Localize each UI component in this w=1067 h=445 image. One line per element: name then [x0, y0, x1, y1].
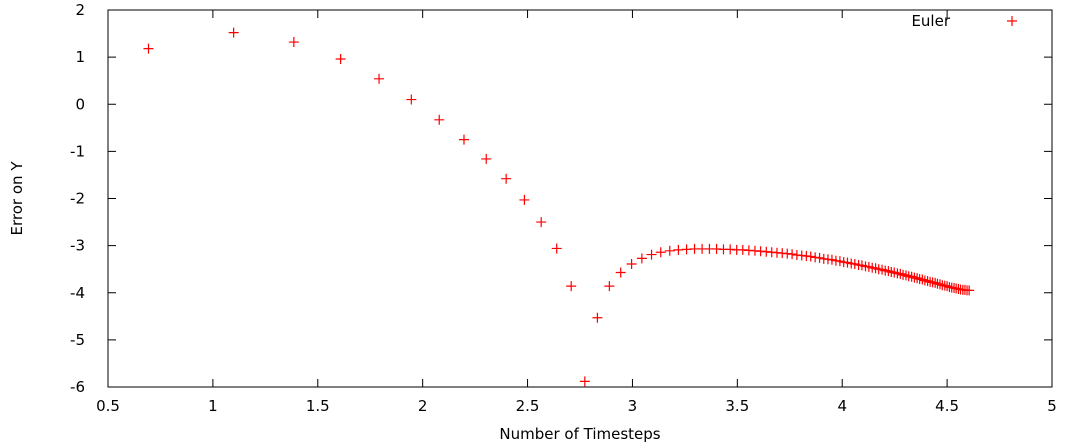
data-point	[942, 281, 953, 292]
y-tick-label: 2	[75, 1, 85, 19]
data-point	[592, 312, 603, 323]
y-axis-label: Error on Y	[8, 161, 26, 236]
x-axis: 0.5 1 1.5 2 2.5 3 3.5 4 4.5 5	[96, 10, 1057, 415]
y-tick-label: -1	[70, 142, 85, 160]
data-point	[519, 194, 530, 205]
x-tick-label: 4.5	[935, 397, 959, 415]
y-tick-label: -2	[70, 190, 85, 208]
data-point	[895, 268, 906, 279]
y-tick-label: -6	[70, 378, 85, 396]
data-point	[374, 73, 385, 84]
x-tick-label: 1.5	[306, 397, 330, 415]
x-tick-label: 5	[1047, 397, 1057, 415]
data-point	[922, 275, 933, 286]
data-point	[934, 279, 945, 290]
data-point	[604, 281, 615, 292]
data-point	[964, 285, 975, 296]
data-point	[826, 254, 837, 265]
y-tick-label: -3	[70, 237, 85, 255]
data-point	[406, 94, 417, 105]
legend-label: Euler	[911, 12, 950, 30]
data-point	[228, 27, 239, 38]
data-point	[900, 270, 911, 281]
plot-frame	[107, 9, 1053, 388]
data-point	[805, 251, 816, 262]
data-point	[626, 259, 637, 270]
data-point	[664, 245, 675, 256]
legend-marker	[1007, 16, 1017, 26]
data-point	[501, 173, 512, 184]
data-point	[288, 37, 299, 48]
x-tick-label: 3.5	[725, 397, 749, 415]
x-tick-label: 2	[418, 397, 428, 415]
y-axis: 2 1 0 -1 -2 -3 -4 -5 -6	[70, 1, 1052, 396]
legend: Euler	[911, 12, 1017, 30]
data-series	[143, 27, 975, 387]
data-point	[814, 252, 825, 263]
data-point	[917, 274, 928, 285]
x-tick-label: 3	[628, 397, 638, 415]
data-point	[787, 249, 798, 260]
data-point	[912, 273, 923, 284]
data-point	[579, 376, 590, 387]
y-tick-label: 1	[75, 48, 85, 66]
x-tick-label: 4	[837, 397, 847, 415]
data-point	[143, 43, 154, 54]
data-point	[458, 134, 469, 145]
data-point	[566, 281, 577, 292]
x-tick-label: 0.5	[96, 397, 120, 415]
y-tick-label: -5	[70, 331, 85, 349]
data-point	[636, 253, 647, 264]
data-point	[536, 217, 547, 228]
data-point	[551, 243, 562, 254]
data-point	[434, 114, 445, 125]
data-point	[906, 271, 917, 282]
data-point	[655, 247, 666, 258]
data-point	[335, 54, 346, 65]
x-tick-label: 2.5	[516, 397, 540, 415]
data-point	[930, 277, 941, 288]
y-tick-label: 0	[75, 95, 85, 113]
x-axis-label: Number of Timesteps	[499, 425, 660, 443]
data-point	[615, 267, 626, 278]
y-tick-label: -4	[70, 284, 85, 302]
data-point	[481, 153, 492, 164]
x-tick-label: 1	[208, 397, 218, 415]
data-point	[646, 249, 657, 260]
